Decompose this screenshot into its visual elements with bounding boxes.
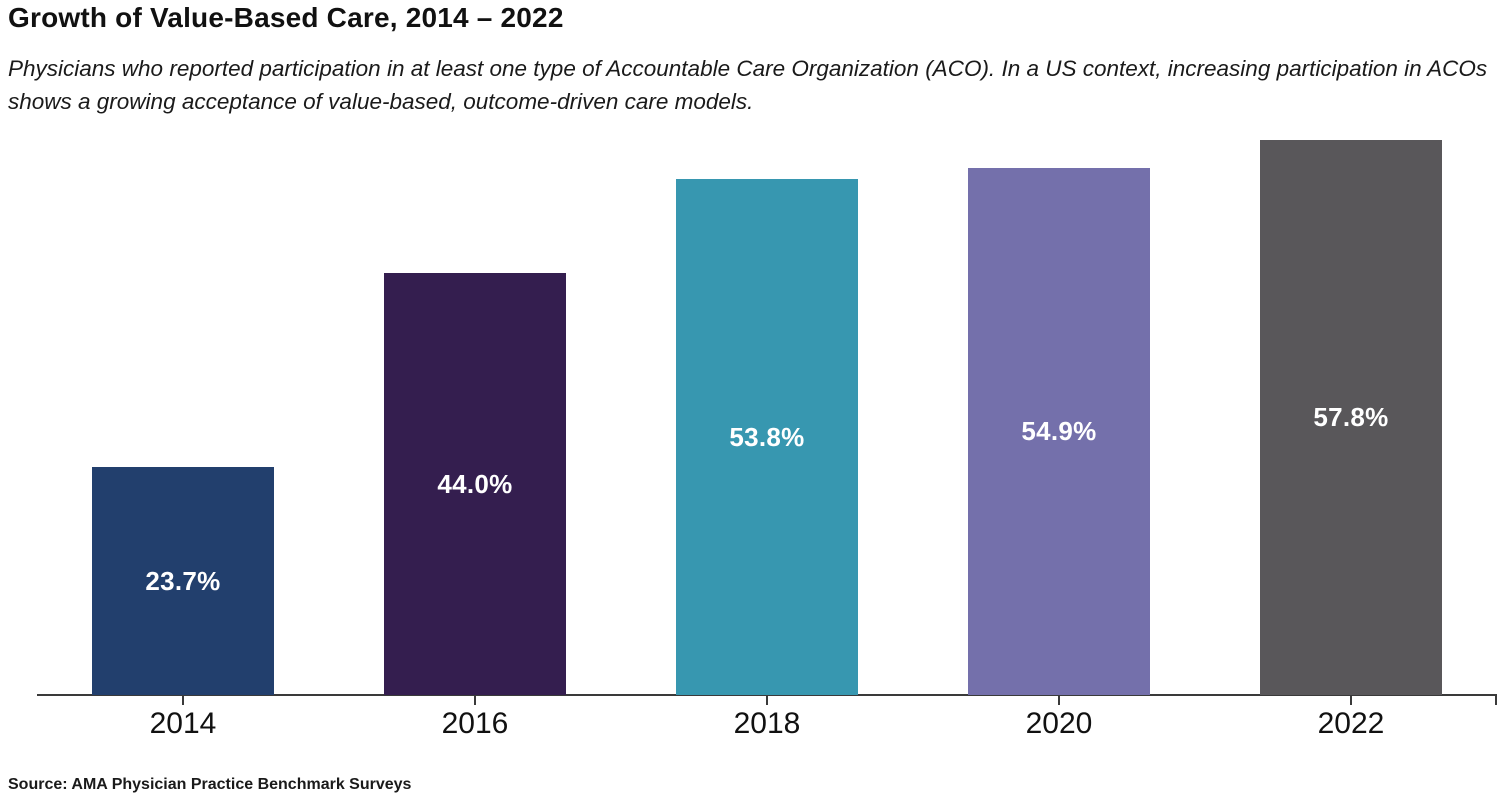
x-axis-tick (182, 696, 184, 705)
bar-2020: 54.9% (968, 168, 1150, 695)
x-axis-label: 2014 (149, 707, 217, 740)
x-axis-label: 2022 (1317, 707, 1385, 740)
bar-value-label: 44.0% (437, 468, 513, 499)
x-axis-tick (1058, 696, 1060, 705)
bar-2022: 57.8% (1260, 140, 1442, 695)
bar-value-label: 53.8% (729, 421, 805, 452)
bar-value-label: 57.8% (1313, 402, 1389, 432)
plot-area: 23.7% 2014 44.0% 2016 53.8% 2018 54.9% 2020 57.8… (37, 119, 1497, 740)
bar-value-label: 23.7% (145, 565, 221, 596)
chart-subtitle: Physicians who reported participation in… (8, 56, 1488, 114)
x-axis-label: 2020 (1025, 707, 1093, 740)
x-axis-end-tick (1495, 696, 1497, 705)
bar-2014: 23.7% (92, 467, 274, 695)
x-axis-line (37, 694, 1497, 696)
bar-2016: 44.0% (384, 273, 566, 695)
source-note: Source: AMA Physician Practice Benchmark… (8, 776, 412, 793)
x-axis-tick (766, 696, 768, 705)
bar-value-label: 54.9% (1021, 416, 1097, 446)
x-axis-tick (474, 696, 476, 705)
bar-2018: 53.8% (676, 179, 858, 695)
chart-title: Growth of Value-Based Care, 2014 – 2022 (8, 2, 564, 33)
x-axis-tick (1350, 696, 1352, 705)
x-axis-label: 2016 (441, 707, 509, 740)
x-axis-label: 2018 (733, 707, 801, 740)
